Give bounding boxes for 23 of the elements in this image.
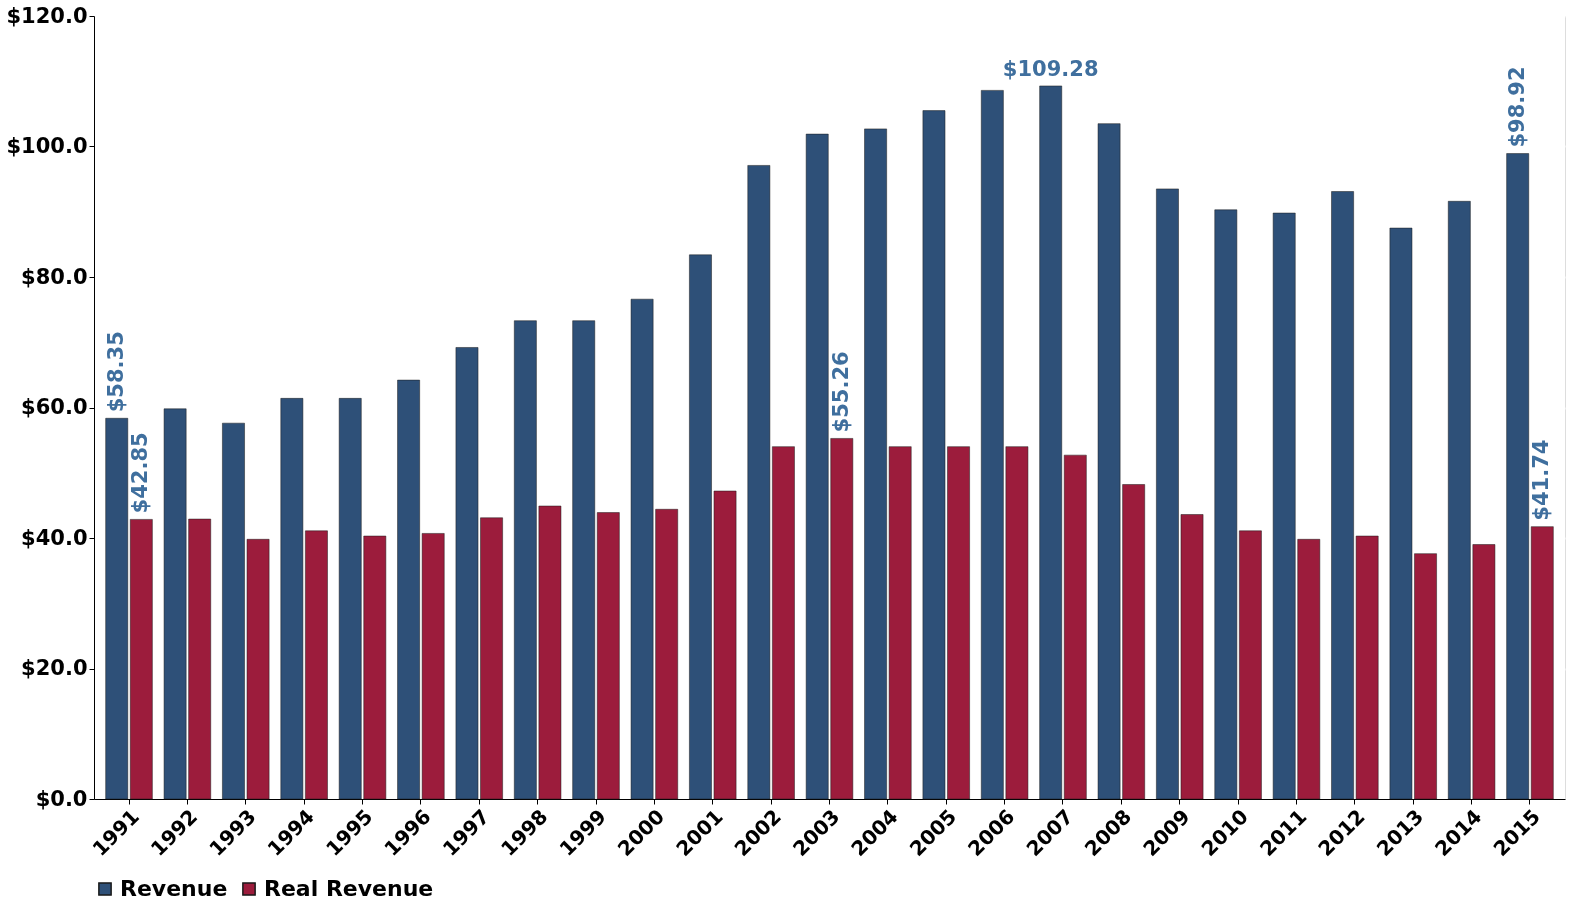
bar	[105, 418, 129, 800]
legend-label: Revenue	[120, 876, 228, 901]
bar	[130, 519, 153, 800]
annotation: $42.85	[128, 432, 153, 514]
y-tick-label: $80.0	[21, 264, 88, 289]
y-tick-label: $20.0	[21, 656, 88, 680]
y-tick-label: $40.0	[21, 525, 88, 550]
y-tick-label: $100.0	[6, 134, 88, 158]
annotation: $55.26	[828, 351, 853, 433]
bar	[572, 320, 596, 800]
y-tick-label: $60.0	[21, 395, 88, 419]
bar	[596, 512, 620, 800]
annotation: $109.28	[1002, 56, 1099, 81]
annotation: $58.35	[103, 331, 128, 413]
bar	[1530, 526, 1554, 800]
bar	[1063, 454, 1087, 800]
y-tick-label: $0.0	[35, 786, 88, 811]
annotation: $41.74	[1529, 439, 1554, 521]
annotation: $98.92	[1504, 66, 1529, 148]
legend-label: Real Revenue	[264, 876, 434, 901]
bar	[1039, 85, 1063, 800]
y-tick-label: $120.0	[6, 3, 88, 28]
bar	[1506, 153, 1529, 800]
